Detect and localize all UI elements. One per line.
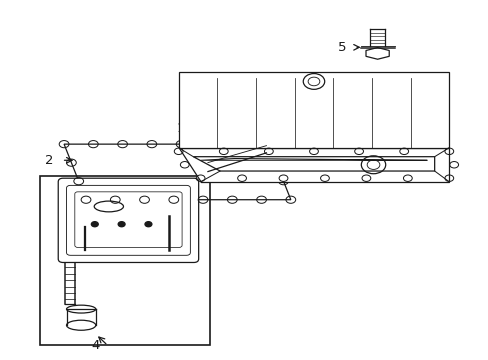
Text: 3: 3 <box>235 156 244 168</box>
Polygon shape <box>365 48 388 59</box>
Text: 2: 2 <box>45 154 54 167</box>
Ellipse shape <box>66 305 96 313</box>
Polygon shape <box>178 148 448 182</box>
Circle shape <box>118 222 125 227</box>
FancyBboxPatch shape <box>58 178 198 262</box>
Polygon shape <box>178 72 448 148</box>
Ellipse shape <box>66 320 96 330</box>
Circle shape <box>91 222 98 227</box>
Circle shape <box>145 222 152 227</box>
Text: 1: 1 <box>177 122 185 135</box>
Bar <box>40 176 210 345</box>
Text: 5: 5 <box>337 41 346 54</box>
Text: 4: 4 <box>91 339 100 352</box>
